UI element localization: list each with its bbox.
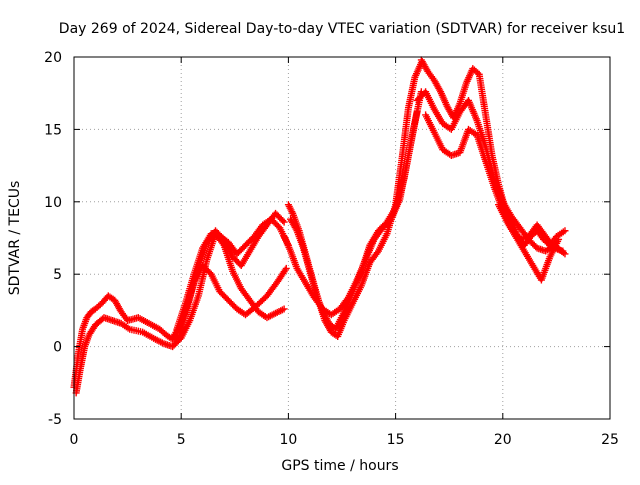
y-tick-label: -5	[48, 412, 62, 428]
data-point	[282, 264, 290, 272]
data-point	[281, 266, 289, 274]
series-track-5	[284, 59, 425, 340]
series-track-4	[169, 209, 288, 342]
series-track-8	[417, 56, 569, 249]
x-tick-label: 15	[387, 432, 405, 448]
series-track-7	[280, 108, 421, 319]
data-point	[559, 247, 567, 255]
series-track-10	[422, 111, 567, 255]
plot-frame	[73, 56, 611, 420]
data-point	[561, 227, 569, 235]
data-point	[474, 69, 482, 77]
axis-ticks: 0 5 10 15 20 25 -5 0 5 10 15 20	[44, 50, 619, 448]
y-axis-label: SDTVAR / TECUs	[7, 181, 23, 296]
x-tick-label: 0	[70, 432, 79, 448]
chart-title: Day 269 of 2024, Sidereal Day-to-day VTE…	[59, 21, 625, 37]
data-point	[279, 217, 287, 225]
x-axis-label: GPS time / hours	[281, 458, 398, 474]
data-point	[280, 305, 288, 313]
y-tick-label: 5	[53, 267, 62, 283]
y-tick-label: 0	[53, 340, 62, 356]
y-tick-label: 15	[44, 122, 62, 138]
data-point	[280, 218, 288, 226]
x-tick-label: 5	[177, 432, 186, 448]
data-point	[413, 108, 421, 116]
x-tick-label: 25	[601, 432, 619, 448]
y-tick-label: 10	[44, 195, 62, 211]
data-point	[555, 235, 563, 243]
x-tick-label: 20	[494, 432, 512, 448]
data-points	[70, 56, 569, 397]
y-tick-label: 20	[44, 50, 62, 66]
x-tick-label: 10	[279, 432, 297, 448]
series-track-11	[495, 201, 563, 284]
